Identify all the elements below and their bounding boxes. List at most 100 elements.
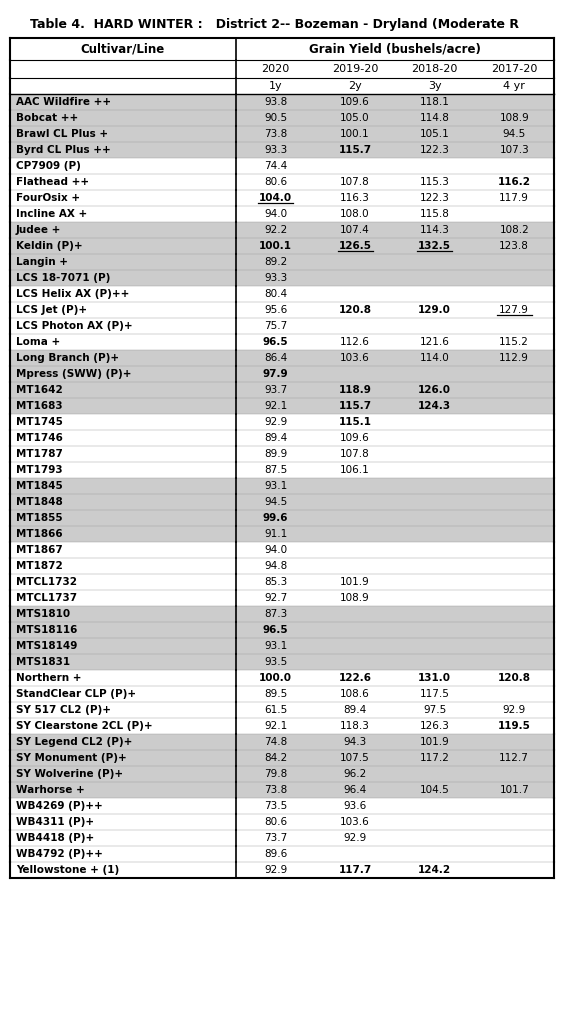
Text: 108.0: 108.0: [340, 209, 370, 219]
Bar: [10, 638, 554, 654]
Text: 104.5: 104.5: [420, 785, 450, 795]
Text: 108.6: 108.6: [340, 689, 370, 699]
Text: SY Clearstone 2CL (P)+: SY Clearstone 2CL (P)+: [16, 721, 153, 731]
Text: Langin +: Langin +: [16, 257, 68, 267]
Text: 93.3: 93.3: [264, 273, 287, 283]
Text: 61.5: 61.5: [264, 705, 287, 715]
Text: 92.1: 92.1: [264, 401, 287, 411]
Text: MT1787: MT1787: [16, 449, 63, 459]
Bar: [10, 158, 554, 174]
Bar: [10, 126, 554, 142]
Text: Flathead ++: Flathead ++: [16, 177, 89, 187]
Text: 132.5: 132.5: [418, 241, 451, 251]
Text: 97.5: 97.5: [423, 705, 446, 715]
Text: SY Monument (P)+: SY Monument (P)+: [16, 753, 127, 763]
Text: LCS Helix AX (P)++: LCS Helix AX (P)++: [16, 289, 129, 299]
Bar: [10, 110, 554, 126]
Text: 3y: 3y: [428, 81, 442, 91]
Text: 105.0: 105.0: [340, 113, 370, 123]
Bar: [10, 670, 554, 686]
Text: 115.7: 115.7: [338, 145, 371, 155]
Text: LCS Photon AX (P)+: LCS Photon AX (P)+: [16, 321, 133, 331]
Bar: [10, 398, 554, 414]
Text: 94.8: 94.8: [264, 561, 287, 571]
Text: 112.7: 112.7: [499, 753, 529, 763]
Bar: [10, 510, 554, 526]
Bar: [10, 814, 554, 830]
Text: 107.8: 107.8: [340, 449, 370, 459]
Text: 73.5: 73.5: [264, 801, 287, 811]
Text: Cultivar/Line: Cultivar/Line: [81, 43, 165, 55]
Text: 92.9: 92.9: [264, 865, 287, 874]
Bar: [10, 702, 554, 718]
Text: MTCL1737: MTCL1737: [16, 593, 77, 603]
Bar: [10, 430, 554, 446]
Text: MT1845: MT1845: [16, 481, 63, 490]
Text: Table 4.  HARD WINTER :   District 2-- Bozeman - Dryland (Moderate R: Table 4. HARD WINTER : District 2-- Boze…: [30, 18, 519, 31]
Text: 92.1: 92.1: [264, 721, 287, 731]
Text: 90.5: 90.5: [264, 113, 287, 123]
Text: 122.6: 122.6: [338, 673, 371, 683]
Text: 115.1: 115.1: [338, 417, 371, 427]
Text: 2017-20: 2017-20: [491, 63, 537, 74]
Text: 115.8: 115.8: [420, 209, 450, 219]
Text: WB4311 (P)+: WB4311 (P)+: [16, 817, 94, 827]
Text: 104.0: 104.0: [259, 193, 292, 203]
Text: MT1866: MT1866: [16, 529, 62, 539]
Text: 94.5: 94.5: [502, 129, 526, 139]
Text: 93.8: 93.8: [264, 97, 287, 106]
Bar: [10, 38, 554, 60]
Text: 127.9: 127.9: [499, 305, 529, 315]
Text: 118.3: 118.3: [340, 721, 370, 731]
Text: Byrd CL Plus ++: Byrd CL Plus ++: [16, 145, 111, 155]
Bar: [10, 494, 554, 510]
Text: 75.7: 75.7: [264, 321, 287, 331]
Bar: [10, 446, 554, 462]
Text: MTS1831: MTS1831: [16, 657, 70, 667]
Text: 99.6: 99.6: [263, 513, 288, 523]
Text: MT1683: MT1683: [16, 401, 62, 411]
Bar: [10, 686, 554, 702]
Text: 114.0: 114.0: [420, 353, 450, 362]
Text: 118.9: 118.9: [339, 385, 371, 395]
Bar: [10, 574, 554, 590]
Text: MTS18116: MTS18116: [16, 625, 78, 635]
Text: 100.1: 100.1: [259, 241, 292, 251]
Text: 117.9: 117.9: [499, 193, 529, 203]
Text: 93.1: 93.1: [264, 481, 287, 490]
Text: MT1855: MT1855: [16, 513, 62, 523]
Text: 89.6: 89.6: [264, 849, 287, 859]
Text: 94.3: 94.3: [343, 737, 367, 746]
Text: 92.9: 92.9: [264, 417, 287, 427]
Text: 96.2: 96.2: [343, 769, 367, 779]
Text: 115.3: 115.3: [420, 177, 450, 187]
Text: 93.5: 93.5: [264, 657, 287, 667]
Text: 73.7: 73.7: [264, 833, 287, 843]
Bar: [10, 286, 554, 302]
Text: MTS18149: MTS18149: [16, 641, 78, 651]
Bar: [10, 222, 554, 238]
Bar: [10, 334, 554, 350]
Text: 119.5: 119.5: [498, 721, 531, 731]
Text: 120.8: 120.8: [498, 673, 531, 683]
Text: MT1642: MT1642: [16, 385, 63, 395]
Text: 92.7: 92.7: [264, 593, 287, 603]
Text: 115.2: 115.2: [499, 337, 529, 347]
Text: 123.8: 123.8: [499, 241, 529, 251]
Text: Northern +: Northern +: [16, 673, 81, 683]
Text: 89.5: 89.5: [264, 689, 287, 699]
Text: 84.2: 84.2: [264, 753, 287, 763]
Bar: [10, 60, 554, 78]
Text: MT1848: MT1848: [16, 497, 63, 507]
Text: Long Branch (P)+: Long Branch (P)+: [16, 353, 119, 362]
Text: 73.8: 73.8: [264, 785, 287, 795]
Text: 80.6: 80.6: [264, 817, 287, 827]
Text: 117.2: 117.2: [420, 753, 450, 763]
Text: 95.6: 95.6: [264, 305, 287, 315]
Text: 89.2: 89.2: [264, 257, 287, 267]
Text: WB4418 (P)+: WB4418 (P)+: [16, 833, 94, 843]
Bar: [10, 382, 554, 398]
Text: MT1745: MT1745: [16, 417, 63, 427]
Text: 94.0: 94.0: [264, 209, 287, 219]
Bar: [10, 94, 554, 110]
